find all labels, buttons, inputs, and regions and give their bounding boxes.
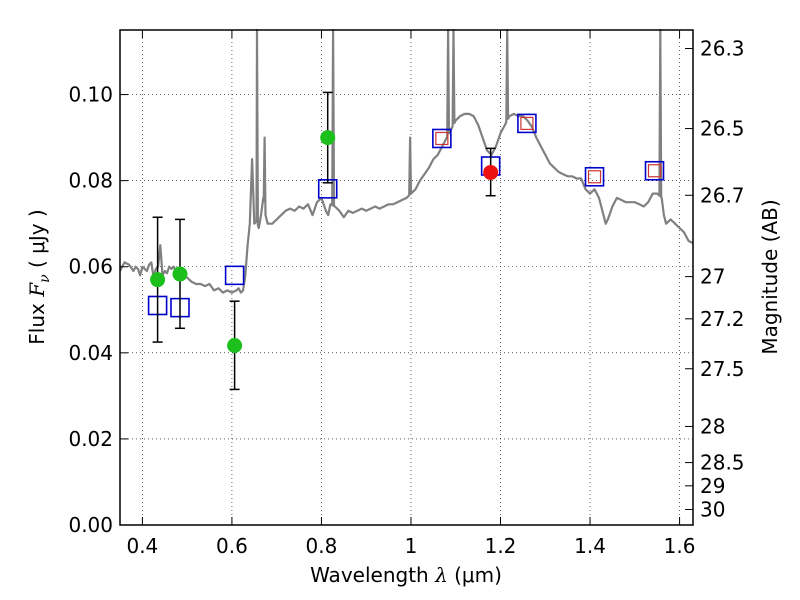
y-axis-label: Flux Fν ( μJy )	[25, 209, 53, 344]
y2-tick-label: 27.5	[700, 357, 745, 381]
filter-square	[435, 131, 449, 146]
spectrum-line	[119, 28, 694, 294]
x-tick-label: 1.2	[485, 534, 517, 558]
y2-tick-label: 27.2	[700, 307, 745, 331]
model-square	[224, 265, 245, 286]
y2-tick-label: 26.5	[700, 117, 745, 141]
y2-tick-label: 30	[700, 498, 725, 522]
y2-tick-label: 28	[700, 414, 725, 438]
y2-tick-label: 27	[700, 265, 725, 289]
x-tick-label: 1	[405, 534, 418, 558]
data-points	[147, 91, 665, 391]
y2-axis-label: Magnitude (AB)	[758, 199, 782, 354]
x-tick-label: 0.6	[216, 534, 248, 558]
y-tick-label: 0.08	[68, 169, 113, 193]
data-point	[172, 266, 188, 282]
y-tick-label: 0.02	[68, 427, 113, 451]
y2-tick-label: 26.3	[700, 37, 745, 61]
y-tick-label: 0.04	[68, 341, 113, 365]
x-tick-label: 0.4	[126, 534, 158, 558]
plot-frame	[119, 29, 694, 526]
model-square	[517, 113, 537, 134]
data-point	[227, 338, 243, 354]
y2-tick-label: 26.7	[700, 183, 745, 207]
y2-tick-label: 28.5	[700, 451, 745, 475]
y-tick-label: 0.10	[68, 83, 113, 107]
x-axis-label: Wavelength λ (μm)	[310, 563, 502, 587]
y2-tick-label: 29	[700, 474, 725, 498]
model-square	[584, 166, 605, 187]
x-tick-label: 1.4	[574, 534, 606, 558]
filter-square	[647, 164, 662, 178]
data-point	[483, 164, 499, 180]
data-point	[320, 130, 336, 146]
model-square	[432, 128, 452, 149]
axes-ticks: 0.4 0.6 0.8 1 1.2 1.4 1.6 0.00 0.02 0.04 0.06 0.08 0…	[68, 30, 745, 558]
y-tick-label: 0.06	[68, 255, 113, 279]
x-tick-label: 1.6	[664, 534, 696, 558]
filter-square	[587, 170, 602, 184]
filter-square	[520, 116, 534, 131]
y-tick-label: 0.00	[68, 513, 113, 537]
x-tick-label: 0.8	[306, 534, 338, 558]
grid	[120, 30, 693, 526]
model-square	[644, 160, 665, 181]
data-point	[150, 272, 166, 288]
spectrum	[119, 28, 694, 294]
